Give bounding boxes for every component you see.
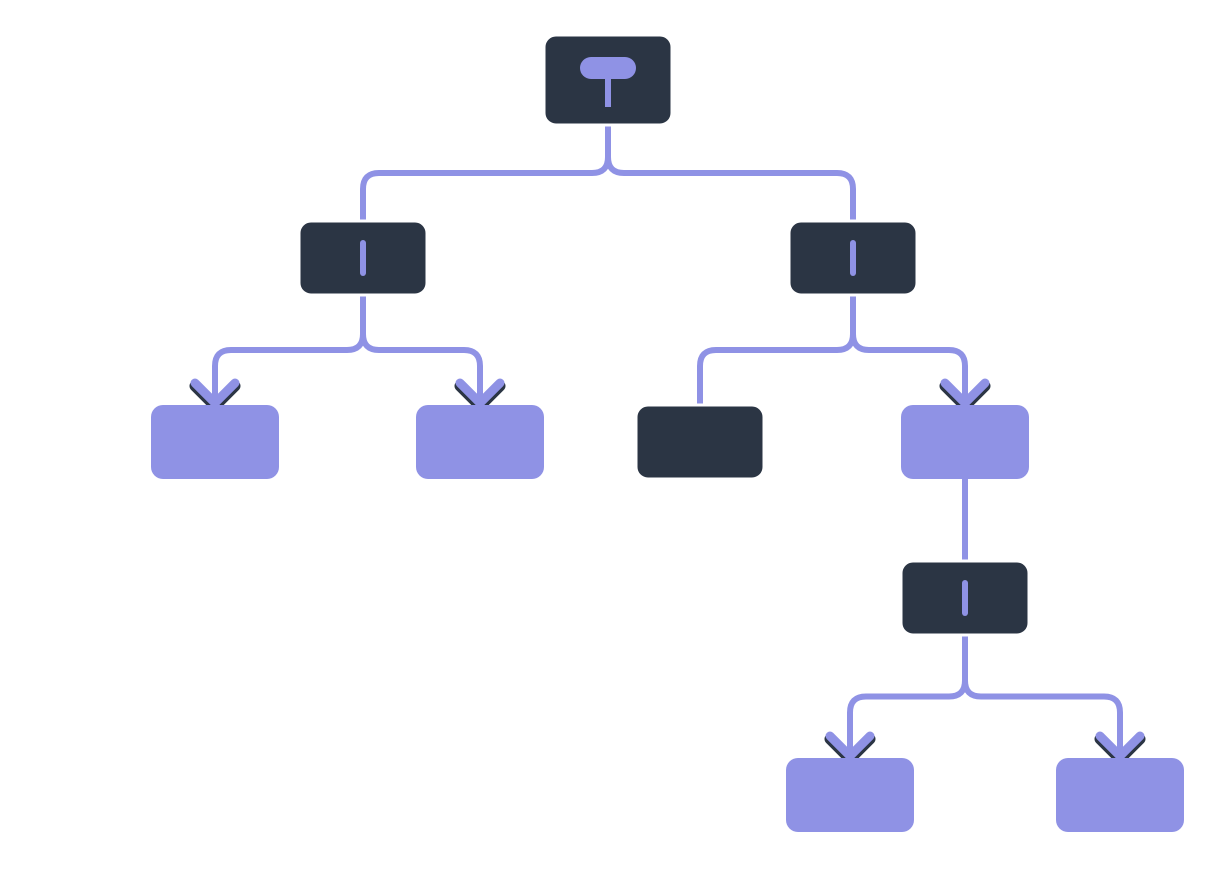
edge-root-branchB [608,125,853,221]
node-leafB2 [901,405,1029,479]
node-root [544,35,672,125]
node-branchA [299,221,427,295]
node-root-stem-icon [605,77,611,107]
node-branchB-vbar-icon [850,240,856,276]
node-leafC1 [786,758,914,832]
node-branchB [789,221,917,295]
node-leafA1 [151,405,279,479]
edge-root-branchA [363,125,608,221]
node-leafA2 [416,405,544,479]
nodes-layer [151,35,1184,832]
node-root-pill-icon [580,57,636,79]
node-leafB1 [636,405,764,479]
node-branchC [901,561,1029,635]
node-branchC-vbar-icon [962,580,968,616]
node-leafC2 [1056,758,1184,832]
node-branchA-vbar-icon [360,240,366,276]
edge-branchB-leafB1 [700,295,853,405]
tree-diagram [0,0,1216,870]
